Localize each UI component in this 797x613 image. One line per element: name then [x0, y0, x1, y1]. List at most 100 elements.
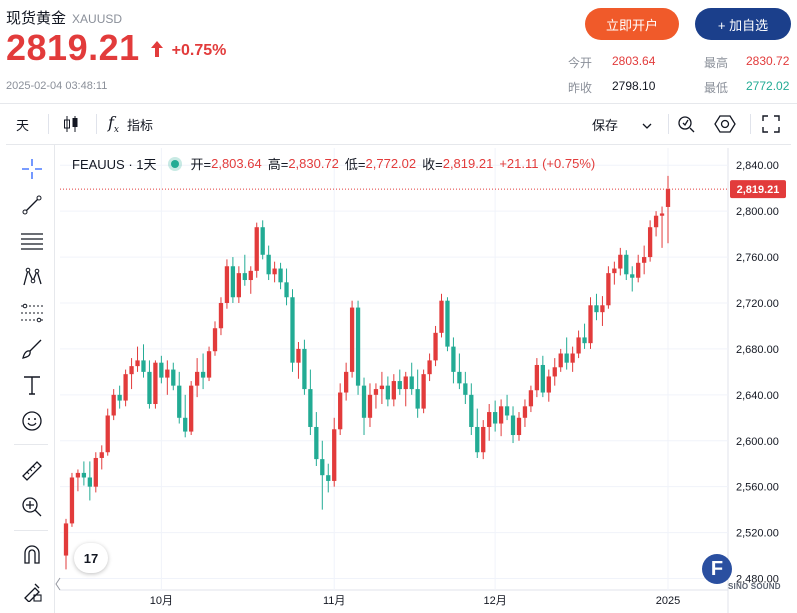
legend-close-value: 2,819.21	[442, 156, 494, 171]
candle-body	[177, 385, 182, 418]
candle-body	[338, 392, 343, 430]
instrument-symbol: XAUUSD	[72, 12, 123, 26]
chevron-down-icon	[642, 117, 652, 132]
candle-body	[212, 328, 218, 352]
candle-body	[373, 389, 379, 395]
indicators-button[interactable]: fx 指标	[108, 104, 153, 144]
candle-body	[63, 523, 69, 556]
candle-body	[254, 227, 259, 271]
forecast-icon[interactable]	[19, 300, 45, 326]
candle-body	[147, 371, 152, 405]
alert-icon[interactable]	[676, 104, 696, 144]
market-status-dot	[170, 159, 179, 168]
text-icon[interactable]	[19, 372, 45, 398]
candle-body	[493, 412, 498, 424]
watermark-text: SINO SOUND	[728, 582, 781, 591]
candle-body	[194, 371, 200, 386]
last-price-tag-label: 2,819.21	[737, 184, 780, 196]
last-price-tag	[730, 180, 786, 199]
price-tick-label: 2,800.00	[736, 206, 779, 218]
candle-body	[141, 360, 146, 372]
pattern-icon[interactable]	[19, 264, 45, 290]
header-divider	[0, 103, 797, 104]
magnet-icon[interactable]	[19, 542, 45, 568]
fullscreen-icon[interactable]	[762, 104, 780, 144]
candle-body	[451, 346, 456, 372]
brush-icon[interactable]	[19, 336, 45, 362]
candle-body	[439, 300, 444, 333]
lock-drawing-icon[interactable]	[19, 578, 45, 604]
candle-body	[498, 406, 504, 424]
candle-body	[242, 273, 247, 281]
candle-body	[457, 371, 462, 384]
last-price: 2819.21	[6, 27, 140, 68]
candle-body	[266, 254, 271, 275]
legend-low-label: 低=	[344, 157, 366, 172]
candle-body	[475, 426, 480, 453]
price-tick-label: 2,840.00	[736, 160, 779, 172]
tradingview-logo[interactable]: 17	[74, 543, 108, 573]
candle-body	[600, 305, 605, 313]
candle-body	[206, 351, 212, 378]
drawing-toolbar	[6, 144, 55, 613]
open-value: 2803.64	[612, 54, 656, 68]
candle-body	[665, 189, 671, 207]
ruler-icon[interactable]	[19, 458, 45, 484]
legend-low-value: 2,772.02	[365, 156, 417, 171]
candle-body	[296, 348, 301, 363]
candle-body	[594, 305, 599, 313]
add-watchlist-button[interactable]: + 加自选	[695, 8, 791, 40]
candle-body	[624, 254, 629, 275]
price-tick-label: 2,720.00	[736, 298, 779, 310]
candle-body	[582, 337, 587, 344]
candle-body	[111, 394, 116, 416]
high-value: 2830.72	[746, 54, 790, 68]
candle-body	[230, 266, 236, 298]
candle-body	[224, 266, 230, 303]
candle-body	[326, 475, 331, 481]
candle-body	[576, 337, 581, 354]
candle-body	[588, 305, 593, 344]
candle-body	[302, 348, 307, 390]
candle-body	[445, 300, 450, 347]
open-account-button[interactable]: 立即开户	[585, 8, 679, 40]
candle-body	[433, 332, 438, 361]
candle-body	[284, 282, 289, 298]
settings-icon[interactable]	[714, 104, 736, 144]
chart-toolbar: 天 fx 指标 保存	[6, 104, 791, 145]
toolbar-divider	[750, 114, 751, 134]
crosshair-icon[interactable]	[19, 156, 45, 182]
candle-body	[129, 366, 134, 375]
candle-body	[379, 385, 385, 390]
candle-body	[171, 369, 176, 386]
candle-body	[248, 270, 253, 281]
zoom-in-icon[interactable]	[19, 494, 45, 520]
candle-body	[117, 394, 122, 401]
candle-body	[218, 302, 224, 329]
candle-body	[415, 389, 420, 409]
candle-body	[314, 426, 319, 460]
interval-button[interactable]: 天	[16, 117, 30, 133]
candle-body	[87, 477, 92, 487]
emoji-icon[interactable]	[19, 408, 45, 434]
tools-divider	[14, 444, 48, 445]
candle-body	[487, 412, 492, 427]
save-button[interactable]: 保存	[592, 104, 652, 144]
candle-body	[123, 374, 128, 401]
candle-type-icon[interactable]	[62, 104, 80, 144]
candle-body	[528, 390, 534, 407]
candle-body	[391, 381, 396, 400]
candle-body	[183, 417, 188, 432]
price-tick-label: 2,680.00	[736, 344, 779, 356]
candle-body	[135, 360, 140, 367]
trend-line-icon[interactable]	[19, 192, 45, 218]
prev-close-value: 2798.10	[612, 79, 656, 93]
candle-body	[349, 307, 355, 372]
candle-body	[463, 383, 468, 395]
legend-symbol: FEAUUS · 1天	[72, 157, 157, 172]
fib-lines-icon[interactable]	[19, 228, 45, 254]
time-tick-label: 10月	[150, 595, 173, 607]
candle-body	[332, 429, 337, 481]
candle-body	[355, 307, 361, 386]
